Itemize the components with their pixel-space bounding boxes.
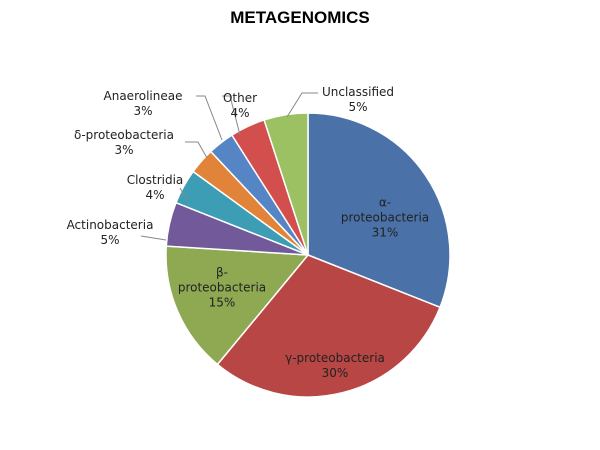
category-name: α-proteobacteria — [340, 195, 430, 225]
value-label: 3% — [114, 143, 134, 157]
pie-slice — [216, 254, 442, 398]
leader-line — [185, 141, 208, 159]
value-label: 5% — [348, 100, 368, 114]
value-label: 3% — [133, 104, 153, 118]
leader-line — [179, 187, 188, 201]
value-label: 15% — [208, 295, 236, 310]
slice-label: Actinobacteria 5% — [55, 218, 165, 248]
slice-label: γ-proteobacteria 30% — [265, 351, 405, 381]
pie-slice — [263, 112, 309, 256]
pie-slice — [165, 245, 310, 366]
slice-label: Unclassified 5% — [313, 85, 403, 115]
category-name: γ-proteobacteria — [285, 351, 385, 365]
category-name: Clostridia — [126, 173, 184, 187]
value-label: 5% — [100, 233, 120, 247]
slice-label: Anaerolineae 3% — [93, 89, 193, 119]
category-name: β-proteobacteria — [177, 265, 267, 295]
slice-label: δ-proteobacteria 3% — [64, 128, 184, 158]
slice-label: Clostridia 4% — [115, 173, 195, 203]
category-name: Other — [222, 91, 258, 105]
value-label: 31% — [371, 225, 399, 240]
category-name: Anaerolineae — [103, 89, 183, 103]
leader-line — [196, 95, 223, 141]
category-name: Actinobacteria — [66, 218, 154, 232]
category-name: Unclassified — [321, 85, 395, 99]
slice-label: β-proteobacteria 15% — [172, 266, 272, 311]
slice-label: Other 4% — [215, 91, 265, 121]
value-label: 4% — [230, 106, 250, 120]
value-label: 4% — [145, 188, 165, 202]
pie-slice — [307, 112, 451, 309]
leader-line — [286, 92, 318, 118]
leader-line — [222, 95, 241, 136]
leader-line — [140, 235, 167, 241]
value-label: 30% — [321, 366, 349, 380]
category-name: δ-proteobacteria — [73, 128, 174, 142]
slice-label: α-proteobacteria 31% — [340, 196, 430, 241]
chart-title: METAGENOMICS — [230, 8, 370, 27]
